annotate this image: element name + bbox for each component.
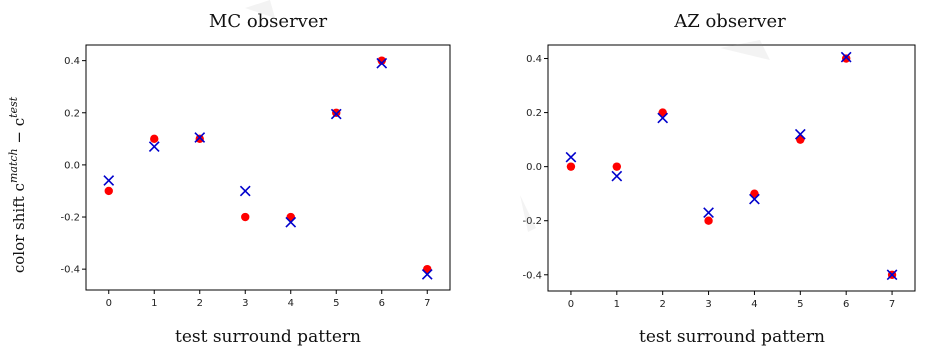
data-point-cross [421,268,433,280]
data-point-circle [704,216,713,225]
y-tick-label: 0.0 [526,162,542,173]
y-tick-label: -0.4 [60,265,80,276]
data-point-circle [841,54,851,63]
chart-panel-az: AZ observer 0 1 2 3 4 5 6 7 0.4 0.2 0.0 -0.2 -0.4 t… [522,11,916,347]
chart-title: MC observer [209,11,328,32]
data-point-cross [840,51,852,63]
data-point-cross [285,216,297,228]
data-point-circle [377,56,386,65]
y-tick-label: 0.4 [526,54,542,65]
data-point-cross [794,128,806,140]
data-point-circle [241,212,250,222]
x-tick-label: 0 [106,298,112,309]
x-tick-label: 1 [614,299,620,310]
watermark [245,0,770,232]
x-tick-label: 4 [751,299,757,310]
x-tick-label: 7 [424,298,430,309]
y-tick-label: -0.4 [522,270,542,281]
y-tick-label: -0.2 [522,216,542,227]
x-axis-label: test surround pattern [175,327,361,347]
data-point-cross [703,207,714,218]
data-point-cross [148,141,160,153]
data-point-circle [566,162,576,171]
x-tick-label: 3 [705,299,711,310]
data-point-circle [796,135,805,144]
data-point-circle [750,189,759,198]
data-point-cross [886,269,898,281]
data-point-circle [195,134,204,144]
x-tick-label: 2 [197,298,203,309]
plot-frame [85,44,451,291]
x-tick-label: 5 [797,299,803,310]
data-point-cross [103,175,115,186]
x-tick-label: 7 [889,299,895,310]
chart-title: AZ observer [673,11,786,32]
data-point-cross [376,57,388,69]
y-axis-label: color shift cmatch − ctest [7,96,28,273]
data-point-cross [611,170,623,182]
y-tick-label: 0.0 [64,160,80,171]
data-point-circle [332,108,341,117]
x-tick-label: 6 [843,299,849,310]
plot-frame [547,44,916,292]
x-tick-label: 4 [288,298,294,309]
y-tick-label: 0.2 [64,108,80,119]
data-point-cross [330,108,342,120]
data-point-circle [150,134,159,144]
x-tick-label: 5 [333,298,339,309]
y-tick-label: -0.2 [60,213,80,224]
x-tick-label: 1 [151,298,157,309]
y-tick-label: 0.4 [64,56,80,67]
data-point-cross [239,185,251,197]
x-axis-label: test surround pattern [639,327,825,347]
x-tick-label: 2 [660,299,666,310]
data-point-cross [749,193,760,205]
x-tick-label: 3 [242,298,248,309]
data-point-cross [657,112,669,124]
data-point-circle [612,162,622,171]
data-point-cross [194,132,206,143]
y-tick-label: 0.2 [526,108,542,119]
data-point-circle [104,186,113,196]
chart-panel-mc: MC observer 0 1 2 3 4 5 6 7 0.4 0.2 0.0 -0.2 -0.4 t… [60,11,451,347]
x-tick-label: 0 [568,299,574,310]
x-tick-label: 6 [379,298,385,309]
data-point-cross [565,151,577,163]
data-point-circle [658,108,667,117]
